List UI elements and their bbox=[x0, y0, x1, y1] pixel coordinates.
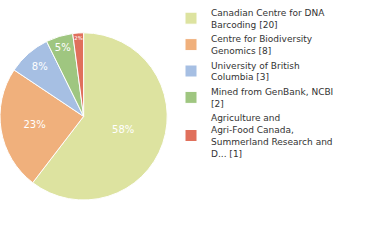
svg-text:5%: 5% bbox=[55, 42, 71, 53]
svg-text:Agriculture andAgri-Food Canad: Agriculture andAgri-Food Canada,Summerla… bbox=[211, 113, 333, 158]
svg-text:8%: 8% bbox=[32, 61, 48, 72]
svg-text:Centre for BiodiversityGenomic: Centre for BiodiversityGenomics [8] bbox=[211, 34, 313, 56]
svg-text:58%: 58% bbox=[112, 124, 134, 135]
svg-text:23%: 23% bbox=[23, 119, 45, 130]
svg-text:Mined from GenBank, NCBI[2]: Mined from GenBank, NCBI[2] bbox=[211, 87, 333, 109]
svg-text:University of BritishColumbia: University of BritishColumbia [3] bbox=[211, 61, 300, 83]
svg-text:Canadian Centre for DNABarcodi: Canadian Centre for DNABarcoding [20] bbox=[211, 8, 325, 30]
svg-text:2%: 2% bbox=[74, 35, 82, 41]
